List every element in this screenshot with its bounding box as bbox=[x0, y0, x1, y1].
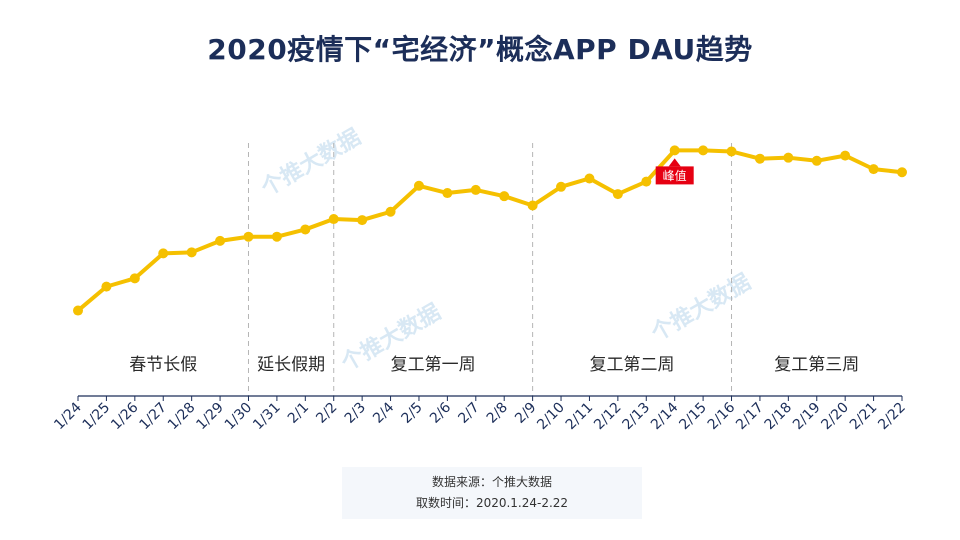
chart-title: 2020疫情下“宅经济”概念APP DAU趋势 bbox=[207, 33, 753, 66]
data-point bbox=[612, 189, 623, 200]
x-tick-label: 2/18 bbox=[762, 400, 796, 434]
data-point bbox=[413, 180, 424, 191]
x-tick-label: 2/21 bbox=[847, 400, 881, 434]
x-tick-label: 2/6 bbox=[427, 399, 454, 426]
data-point bbox=[129, 273, 140, 284]
data-point bbox=[868, 164, 879, 175]
x-tick-label: 2/7 bbox=[455, 400, 482, 427]
data-point bbox=[754, 153, 765, 164]
data-point bbox=[698, 145, 709, 156]
x-tick-label: 2/15 bbox=[676, 400, 710, 434]
source-box: 数据来源：个推大数据 取数时间：2020.1.24-2.22 bbox=[342, 467, 642, 519]
x-tick-label: 1/24 bbox=[51, 399, 85, 433]
x-tick-label: 2/19 bbox=[790, 400, 824, 434]
period-text: 取数时间：2020.1.24-2.22 bbox=[415, 496, 569, 510]
data-point bbox=[158, 248, 169, 259]
data-point bbox=[527, 200, 538, 211]
data-point bbox=[840, 150, 851, 161]
x-tick-label: 2/10 bbox=[534, 400, 568, 434]
data-point bbox=[73, 305, 83, 316]
x-tick-label: 2/5 bbox=[399, 400, 426, 427]
x-tick-label: 1/30 bbox=[222, 400, 256, 434]
data-point bbox=[385, 206, 396, 217]
data-point bbox=[470, 184, 481, 195]
data-point bbox=[328, 214, 339, 225]
data-point bbox=[726, 146, 737, 157]
x-tick-label: 1/28 bbox=[165, 400, 199, 434]
period-label: 复工第一周 bbox=[391, 355, 476, 375]
data-point bbox=[186, 247, 197, 258]
x-tick-label: 1/26 bbox=[108, 399, 142, 433]
x-tick-label: 2/2 bbox=[313, 400, 340, 427]
peak-label: 峰值 bbox=[663, 168, 687, 183]
x-tick-label: 2/13 bbox=[620, 400, 654, 434]
period-label: 春节长假 bbox=[129, 355, 197, 375]
data-point bbox=[811, 155, 822, 166]
peak-badge bbox=[655, 166, 694, 185]
period-label: 复工第二周 bbox=[590, 355, 675, 375]
data-point bbox=[243, 231, 254, 242]
x-tick-label: 2/14 bbox=[648, 399, 682, 433]
data-point bbox=[442, 188, 453, 199]
x-tick-label: 2/16 bbox=[705, 399, 739, 433]
x-tick-label: 2/8 bbox=[484, 400, 511, 427]
data-point bbox=[271, 231, 282, 242]
data-point bbox=[101, 281, 112, 292]
data-point bbox=[556, 181, 567, 192]
data-point bbox=[300, 224, 311, 235]
series-line bbox=[76, 148, 904, 313]
x-tick-label: 2/12 bbox=[591, 400, 625, 434]
peak-pointer bbox=[668, 158, 681, 167]
x-tick-label: 2/4 bbox=[370, 399, 397, 426]
data-point bbox=[783, 152, 794, 163]
x-tick-label: 2/1 bbox=[285, 400, 312, 427]
x-tick-label: 1/27 bbox=[137, 400, 171, 434]
x-tick-label: 2/17 bbox=[733, 400, 767, 434]
data-point bbox=[584, 173, 595, 184]
x-tick-label: 2/22 bbox=[875, 400, 909, 434]
data-point bbox=[897, 167, 907, 178]
data-point bbox=[669, 145, 680, 156]
x-tick-label: 1/29 bbox=[193, 400, 227, 434]
data-point bbox=[499, 191, 510, 202]
x-tick-label: 2/11 bbox=[563, 400, 597, 434]
period-label: 延长假期 bbox=[257, 355, 325, 375]
data-point bbox=[357, 215, 368, 226]
source-text: 数据来源：个推大数据 bbox=[431, 475, 552, 489]
data-point bbox=[641, 176, 652, 187]
x-tick-label: 1/25 bbox=[80, 400, 114, 434]
x-tick-label: 1/31 bbox=[250, 400, 284, 434]
period-label: 复工第三周 bbox=[774, 355, 859, 375]
x-tick-label: 2/20 bbox=[818, 400, 852, 434]
x-tick-label: 2/3 bbox=[342, 400, 369, 427]
data-point bbox=[215, 235, 226, 246]
